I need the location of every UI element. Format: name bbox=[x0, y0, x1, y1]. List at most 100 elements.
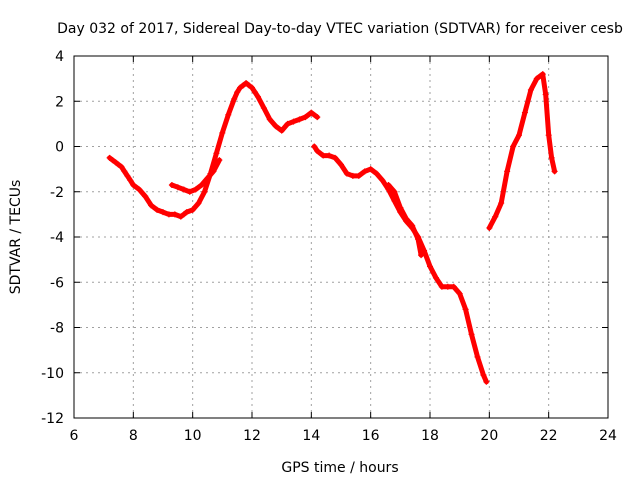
series-trace bbox=[386, 182, 424, 258]
data-point bbox=[498, 200, 505, 207]
data-point bbox=[391, 188, 398, 195]
data-point bbox=[118, 163, 125, 170]
data-point bbox=[165, 211, 172, 218]
data-point bbox=[397, 204, 404, 211]
y-tick-label: 2 bbox=[55, 94, 64, 110]
data-point bbox=[278, 127, 285, 134]
data-point bbox=[130, 181, 137, 188]
data-point bbox=[516, 132, 522, 139]
data-point bbox=[444, 283, 451, 290]
data-point bbox=[338, 161, 344, 168]
data-point bbox=[186, 188, 193, 195]
x-tick-label: 22 bbox=[540, 428, 558, 444]
data-point bbox=[127, 177, 134, 184]
data-point bbox=[456, 290, 463, 297]
y-tick-label: -6 bbox=[50, 275, 64, 291]
data-point bbox=[314, 114, 321, 121]
y-tick-label: 0 bbox=[55, 140, 64, 156]
y-tick-label: -2 bbox=[50, 185, 64, 201]
x-tick-label: 24 bbox=[599, 428, 617, 444]
data-point bbox=[545, 132, 552, 139]
data-point bbox=[174, 184, 181, 191]
data-point bbox=[504, 168, 511, 175]
data-point bbox=[254, 93, 261, 100]
x-tick-label: 10 bbox=[184, 428, 202, 444]
data-point bbox=[332, 154, 339, 161]
data-point bbox=[142, 193, 149, 200]
data-point bbox=[480, 372, 487, 379]
grid-lines bbox=[74, 56, 608, 418]
data-point bbox=[302, 114, 309, 121]
data-point bbox=[510, 143, 517, 150]
data-point bbox=[415, 236, 422, 243]
data-point bbox=[260, 105, 267, 112]
data-point bbox=[462, 306, 469, 313]
data-point bbox=[198, 181, 205, 188]
y-tick-label: -4 bbox=[50, 230, 64, 246]
y-tick-label: -12 bbox=[41, 411, 64, 427]
x-tick-label: 6 bbox=[70, 428, 79, 444]
y-axis: -12 -10 -8 -6 -4 -2 0 2 4 bbox=[41, 49, 608, 427]
y-axis-label: SDTVAR / TECUs bbox=[8, 180, 24, 295]
data-point bbox=[171, 211, 178, 218]
data-point bbox=[474, 353, 481, 360]
data-point bbox=[168, 181, 175, 188]
data-point bbox=[160, 209, 166, 216]
data-point bbox=[418, 252, 425, 259]
data-point bbox=[542, 91, 549, 98]
y-tick-label: 4 bbox=[55, 49, 64, 65]
data-point bbox=[251, 89, 258, 96]
data-point bbox=[427, 263, 433, 270]
data-point bbox=[349, 172, 356, 179]
series-segment-4 bbox=[385, 181, 425, 259]
x-axis: 6 8 10 12 14 16 18 20 22 24 bbox=[70, 56, 617, 444]
data-point bbox=[385, 181, 392, 188]
data-point bbox=[403, 215, 410, 222]
data-point bbox=[432, 274, 439, 281]
data-point bbox=[361, 168, 368, 175]
data-point bbox=[180, 186, 187, 193]
data-point bbox=[121, 168, 128, 175]
data-point bbox=[533, 75, 540, 82]
y-tick-label: -8 bbox=[50, 321, 64, 337]
series-segment-5 bbox=[486, 71, 558, 231]
data-point bbox=[492, 213, 499, 220]
data-point bbox=[548, 154, 555, 161]
data-point bbox=[213, 150, 220, 157]
data-point bbox=[290, 118, 297, 125]
data-point bbox=[551, 168, 558, 175]
data-point bbox=[189, 206, 196, 213]
data-point bbox=[201, 188, 208, 195]
x-tick-label: 12 bbox=[243, 428, 261, 444]
series-segment-2 bbox=[168, 157, 223, 195]
data-point bbox=[192, 186, 199, 193]
data-point bbox=[483, 378, 490, 385]
data-point bbox=[148, 202, 155, 209]
data-point bbox=[210, 168, 217, 175]
data-point bbox=[539, 71, 546, 78]
series-trace bbox=[107, 80, 320, 220]
data-point bbox=[320, 152, 327, 159]
data-point bbox=[438, 283, 445, 290]
series-trace bbox=[311, 144, 489, 385]
data-point bbox=[204, 175, 211, 182]
data-point bbox=[219, 129, 226, 136]
data-point bbox=[450, 283, 457, 290]
x-tick-label: 8 bbox=[129, 428, 138, 444]
x-axis-label: GPS time / hours bbox=[281, 460, 398, 476]
x-tick-label: 18 bbox=[421, 428, 439, 444]
series-segment-3 bbox=[311, 143, 490, 385]
data-point bbox=[296, 116, 303, 123]
data-point bbox=[225, 111, 232, 118]
data-point bbox=[183, 209, 190, 216]
data-point bbox=[409, 222, 416, 229]
data-point bbox=[216, 157, 223, 164]
series-layer bbox=[106, 71, 558, 385]
chart-title: Day 032 of 2017, Sidereal Day-to-day VTE… bbox=[57, 21, 623, 37]
data-point bbox=[486, 224, 493, 231]
data-point bbox=[521, 109, 528, 116]
y-tick-label: -10 bbox=[41, 366, 64, 382]
data-point bbox=[195, 200, 202, 207]
data-point bbox=[266, 116, 273, 123]
